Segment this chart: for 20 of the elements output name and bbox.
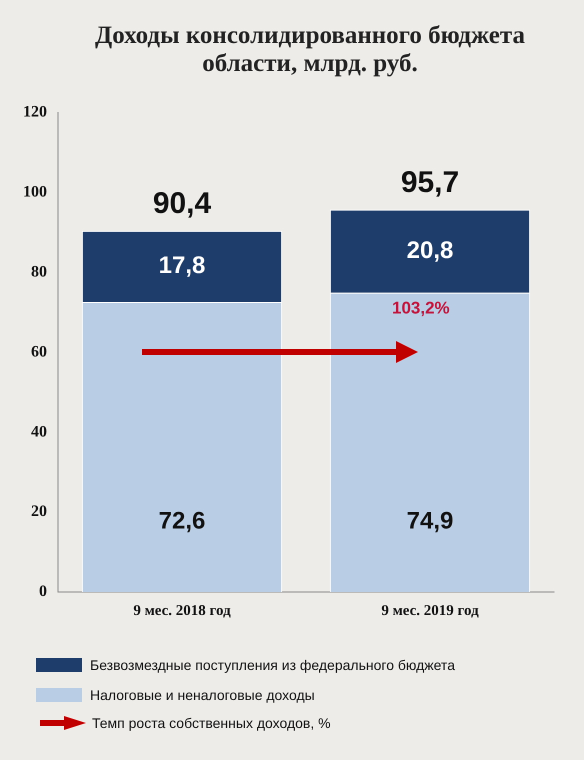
- y-tick-label: 0: [39, 583, 47, 600]
- data-label: 17,8: [158, 252, 206, 280]
- legend-label: Безвозмездные поступления из федерального бюджета: [90, 657, 455, 673]
- total-label: 95,7: [400, 166, 460, 199]
- x-tick-label: 9 мес. 2019 год: [381, 602, 480, 619]
- y-tick-label: 100: [23, 184, 47, 201]
- legend-label: Налоговые и неналоговые доходы: [90, 687, 315, 703]
- annotation: 103,2%: [392, 298, 450, 318]
- y-tick-label: 20: [31, 503, 47, 520]
- total-label: 90,4: [152, 187, 212, 220]
- y-tick-label: 60: [31, 343, 47, 360]
- data-label: 74,9: [406, 508, 454, 535]
- data-label: 72,6: [158, 508, 206, 535]
- x-tick-label: 9 мес. 2018 год: [133, 602, 232, 619]
- data-label: 20,8: [406, 236, 454, 264]
- y-tick-label: 80: [31, 264, 47, 281]
- y-tick-label: 40: [31, 423, 47, 440]
- chart-title: Доходы консолидированного бюджета области, млрд. руб.: [94, 22, 526, 78]
- text: Темп роста собственных доходов, %: [92, 715, 331, 731]
- y-tick-label: 120: [23, 104, 47, 121]
